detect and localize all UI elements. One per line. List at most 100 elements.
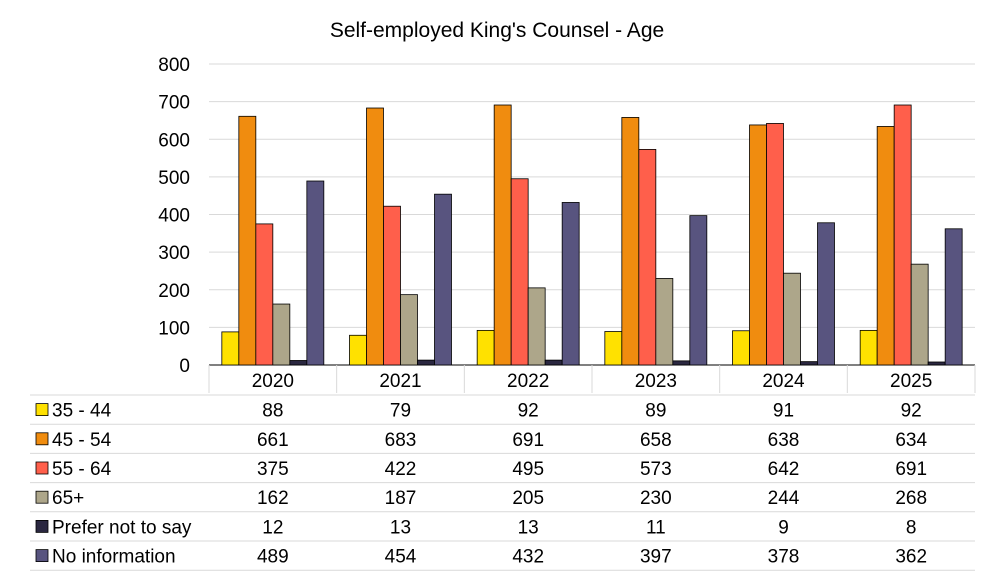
legend-label-no-information: No information bbox=[52, 547, 176, 568]
y-tick-label-0: 0 bbox=[179, 356, 190, 377]
bar-65-2022 bbox=[527, 287, 546, 366]
bar-65-2023 bbox=[655, 278, 674, 366]
y-tick-label-500: 500 bbox=[158, 168, 190, 189]
bar-prefer-not-to-say-2020 bbox=[289, 360, 308, 366]
bar-55-64-2024 bbox=[766, 123, 784, 366]
table-value-65-2020: 162 bbox=[257, 488, 289, 509]
bar-no-information-2020 bbox=[306, 180, 325, 366]
table-value-prefer-not-to-say-2022: 13 bbox=[518, 517, 539, 538]
bar-45-54-2023 bbox=[621, 117, 640, 366]
bar-45-54-2020 bbox=[238, 115, 257, 366]
table-value-no-information-2022: 432 bbox=[512, 547, 544, 568]
table-value-35-44-2022: 92 bbox=[518, 401, 539, 422]
bar-35-44-2021 bbox=[349, 334, 367, 366]
table-value-prefer-not-to-say-2020: 12 bbox=[262, 517, 283, 538]
legend-swatch-45-54 bbox=[35, 432, 49, 446]
bar-45-54-2025 bbox=[876, 126, 895, 366]
table-value-no-information-2023: 397 bbox=[640, 547, 672, 568]
bar-65-2021 bbox=[400, 294, 418, 366]
bar-55-64-2021 bbox=[383, 205, 401, 366]
bar-55-64-2023 bbox=[638, 149, 657, 366]
bar-no-information-2025 bbox=[944, 228, 963, 366]
y-tick-label-700: 700 bbox=[158, 93, 190, 114]
x-tick-label-2024: 2024 bbox=[762, 371, 805, 392]
bar-55-64-2022 bbox=[510, 178, 529, 366]
table-value-65-2024: 244 bbox=[768, 488, 800, 509]
bar-55-64-2020 bbox=[255, 223, 274, 366]
table-value-65-2025: 268 bbox=[895, 488, 927, 509]
table-value-55-64-2025: 691 bbox=[895, 459, 927, 480]
legend-label-45-54: 45 - 54 bbox=[52, 430, 112, 451]
x-tick-label-2021: 2021 bbox=[379, 371, 421, 392]
bar-no-information-2023 bbox=[689, 215, 708, 366]
bar-prefer-not-to-say-2023 bbox=[672, 360, 691, 366]
table-value-prefer-not-to-say-2021: 13 bbox=[390, 517, 411, 538]
table-value-no-information-2021: 454 bbox=[385, 547, 417, 568]
x-tick-label-2025: 2025 bbox=[890, 371, 932, 392]
bar-35-44-2023 bbox=[604, 331, 623, 366]
legend-swatch-prefer-not-to-say bbox=[35, 520, 49, 533]
y-tick-label-300: 300 bbox=[158, 243, 190, 264]
table-value-45-54-2021: 683 bbox=[385, 430, 417, 451]
legend-swatch-65 bbox=[35, 490, 49, 504]
bar-prefer-not-to-say-2021 bbox=[417, 359, 435, 366]
y-tick-label-200: 200 bbox=[158, 281, 190, 302]
bar-55-64-2025 bbox=[893, 104, 912, 366]
table-value-35-44-2025: 92 bbox=[901, 401, 922, 422]
table-value-55-64-2021: 422 bbox=[385, 459, 417, 480]
legend-label-65: 65+ bbox=[52, 488, 84, 509]
table-value-35-44-2023: 89 bbox=[645, 401, 666, 422]
table-value-45-54-2024: 638 bbox=[768, 430, 800, 451]
table-value-45-54-2023: 658 bbox=[640, 430, 672, 451]
table-value-prefer-not-to-say-2024: 9 bbox=[778, 517, 789, 538]
table-value-no-information-2020: 489 bbox=[257, 547, 289, 568]
legend-label-35-44: 35 - 44 bbox=[52, 401, 112, 422]
table-value-45-54-2020: 661 bbox=[257, 430, 289, 451]
table-value-35-44-2021: 79 bbox=[390, 401, 411, 422]
table-value-55-64-2023: 573 bbox=[640, 459, 672, 480]
table-value-no-information-2024: 378 bbox=[768, 547, 800, 568]
table-value-65-2022: 205 bbox=[512, 488, 544, 509]
table-value-55-64-2022: 495 bbox=[512, 459, 544, 480]
table-value-45-54-2022: 691 bbox=[512, 430, 544, 451]
bar-no-information-2024 bbox=[817, 222, 835, 366]
bar-35-44-2024 bbox=[732, 330, 750, 366]
legend-swatch-no-information bbox=[35, 549, 49, 562]
table-value-65-2021: 187 bbox=[385, 488, 417, 509]
legend-label-prefer-not-to-say: Prefer not to say bbox=[52, 517, 192, 538]
y-tick-label-100: 100 bbox=[158, 318, 190, 339]
bar-45-54-2024 bbox=[749, 124, 767, 366]
x-tick-label-2023: 2023 bbox=[635, 371, 677, 392]
x-tick-label-2020: 2020 bbox=[252, 371, 294, 392]
y-tick-label-400: 400 bbox=[158, 206, 190, 227]
bar-65-2020 bbox=[272, 303, 291, 366]
data-table: 2020 2021 2022 2023 2024 2025 35 - 44 88 79 92 89 9… bbox=[30, 365, 976, 571]
bar-45-54-2022 bbox=[493, 104, 512, 366]
bar-prefer-not-to-say-2024 bbox=[800, 361, 818, 366]
table-value-55-64-2024: 642 bbox=[768, 459, 800, 480]
bar-65-2024 bbox=[783, 272, 801, 366]
bar-no-information-2022 bbox=[561, 202, 580, 366]
x-tick-label-2022: 2022 bbox=[507, 371, 549, 392]
chart-title: Self-employed King's Counsel - Age bbox=[330, 19, 664, 42]
table-value-65-2023: 230 bbox=[640, 488, 672, 509]
bar-35-44-2025 bbox=[859, 329, 878, 366]
y-tick-label-600: 600 bbox=[158, 130, 190, 151]
table-value-prefer-not-to-say-2023: 11 bbox=[646, 517, 666, 538]
table-value-55-64-2020: 375 bbox=[257, 459, 289, 480]
legend-swatch-55-64 bbox=[35, 461, 49, 475]
bar-65-2025 bbox=[910, 263, 929, 366]
bar-prefer-not-to-say-2022 bbox=[544, 359, 563, 366]
legend-swatch-35-44 bbox=[35, 403, 49, 417]
bar-35-44-2022 bbox=[476, 329, 495, 366]
table-value-no-information-2025: 362 bbox=[895, 547, 927, 568]
table-value-35-44-2020: 88 bbox=[262, 401, 283, 422]
gridlines bbox=[209, 63, 975, 366]
bar-no-information-2021 bbox=[434, 193, 452, 366]
bar-prefer-not-to-say-2025 bbox=[927, 361, 946, 366]
bar-45-54-2021 bbox=[366, 107, 384, 366]
table-value-45-54-2025: 634 bbox=[895, 430, 927, 451]
bars bbox=[221, 104, 963, 366]
y-tick-label-800: 800 bbox=[158, 55, 190, 76]
